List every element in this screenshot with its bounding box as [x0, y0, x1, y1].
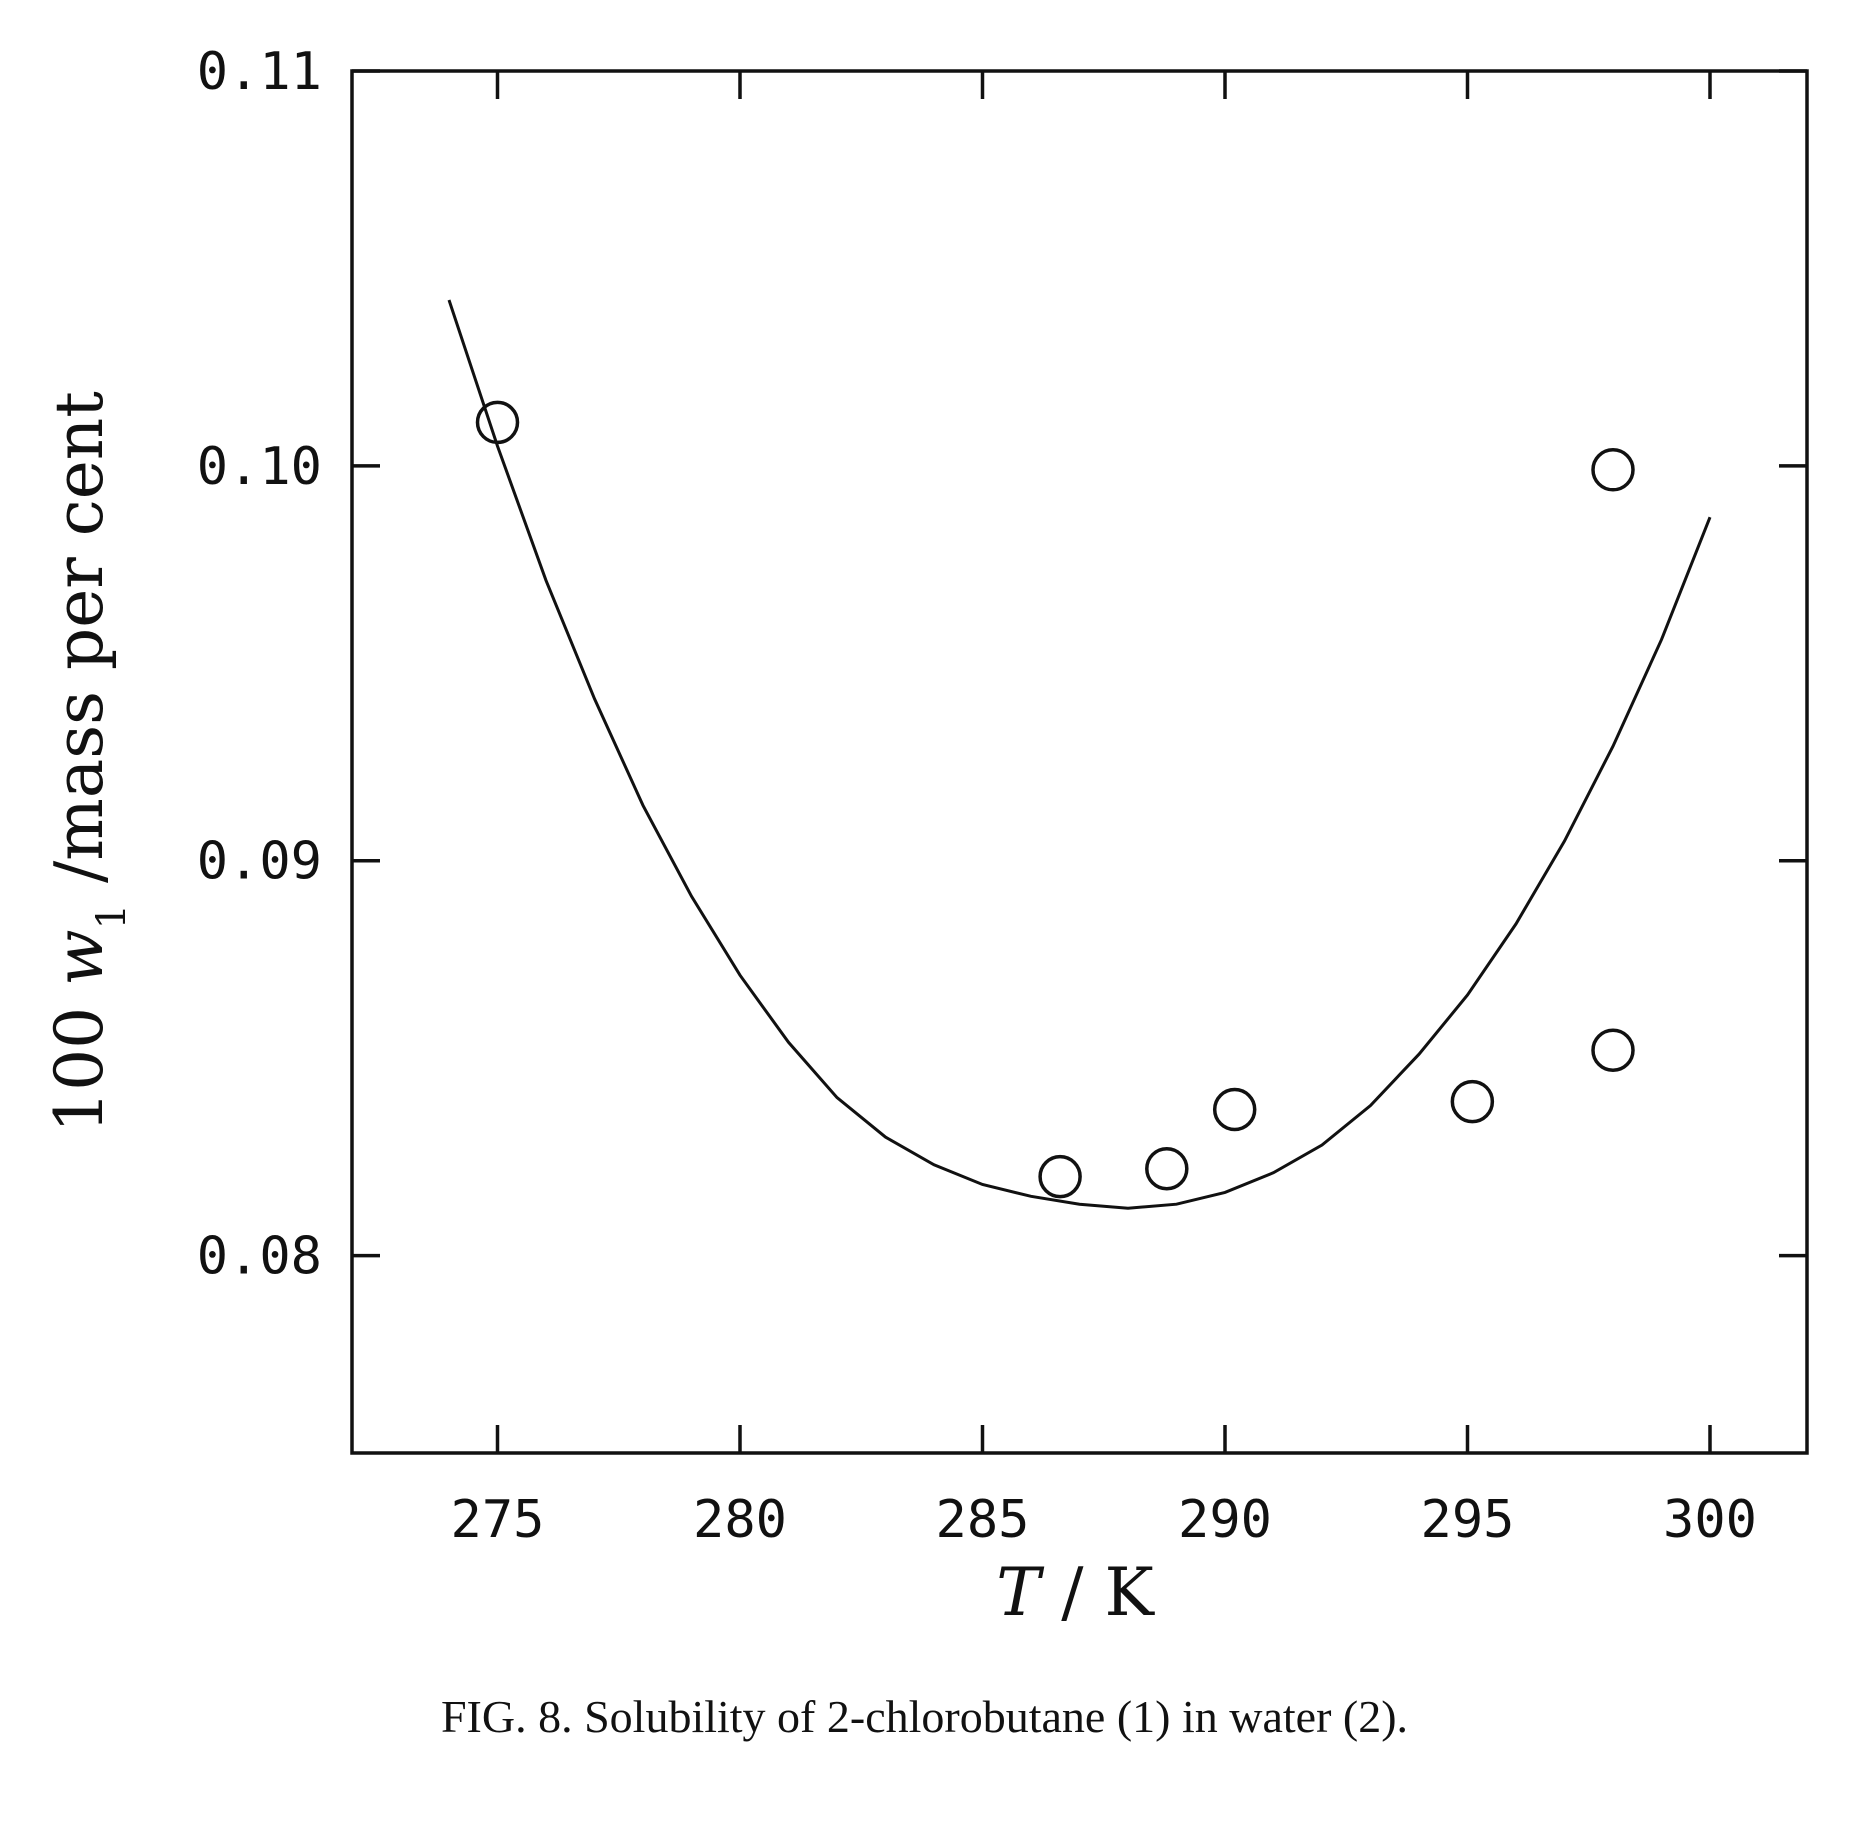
x-axis-title: T / K — [996, 1554, 1155, 1631]
x-tick-label: 295 — [1421, 1490, 1515, 1550]
data-point — [475, 400, 520, 445]
y-axis-title: 100 w1 /mass per cent — [41, 391, 135, 1133]
x-axis-title-unit: / K — [1040, 1554, 1155, 1631]
y-axis-title-sub: 1 — [89, 904, 135, 929]
y-tick-label: 0.10 — [197, 437, 322, 497]
x-tick-label: 300 — [1663, 1490, 1757, 1550]
y-tick-label: 0.08 — [197, 1227, 322, 1287]
y-axis-title-prefix: 100 — [41, 986, 118, 1133]
data-point — [1145, 1146, 1189, 1191]
y-axis-title-var: w — [41, 929, 118, 986]
x-tick-label: 275 — [451, 1490, 545, 1550]
data-points — [475, 400, 1635, 1199]
data-point — [1591, 448, 1635, 492]
x-tick-label: 285 — [936, 1490, 1030, 1550]
plot-frame — [350, 69, 1809, 1455]
data-point — [1038, 1154, 1082, 1199]
data-point — [1591, 1028, 1635, 1072]
figure-caption: FIG. 8. Solubility of 2-chlorobutane (1)… — [440, 1691, 1409, 1742]
x-axis-title-var: T — [996, 1554, 1045, 1631]
data-point — [1212, 1087, 1257, 1132]
y-tick-label: 0.11 — [197, 42, 322, 102]
fit-curve — [447, 299, 1712, 1210]
axis-ticks — [352, 69, 1807, 1453]
x-tick-label: 280 — [693, 1490, 787, 1550]
y-axis-title-unit: /mass per cent — [41, 391, 118, 904]
x-tick-label: 290 — [1178, 1490, 1272, 1550]
data-point — [1450, 1079, 1495, 1124]
tick-labels: 275 280 285 290 295 300 0.08 0.09 0.10 0.11 — [197, 42, 1757, 1550]
y-tick-label: 0.09 — [197, 832, 322, 892]
